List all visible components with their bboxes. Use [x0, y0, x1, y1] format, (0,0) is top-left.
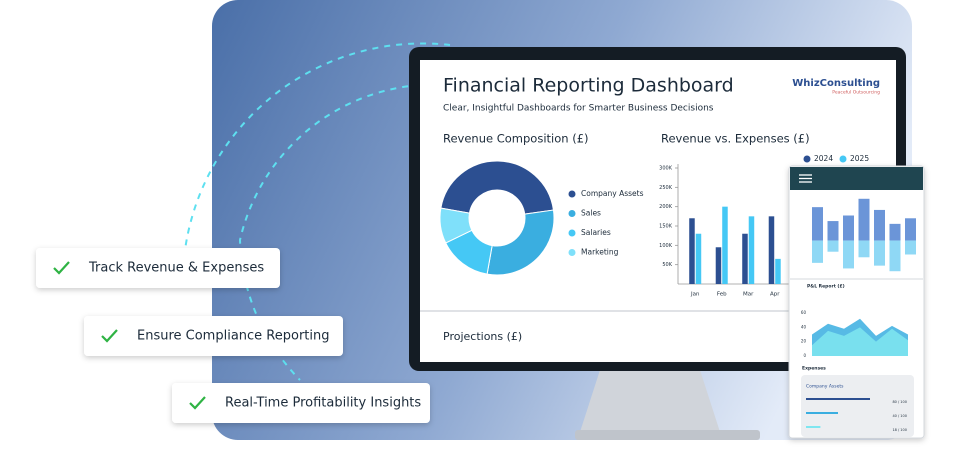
bar [748, 216, 755, 284]
x-tick-label: Apr [770, 292, 780, 298]
legend-swatch [839, 155, 847, 163]
y-tick-label: 60 [801, 310, 807, 315]
progress-bar [806, 412, 838, 414]
card-heading: Expenses [802, 366, 826, 372]
progress-label: 80 / 100 [892, 400, 907, 404]
bar [722, 206, 728, 284]
bar [768, 216, 775, 284]
x-tick-label: Mar [743, 292, 754, 298]
check-icon [189, 396, 206, 410]
bar [889, 223, 901, 241]
bar [827, 221, 839, 241]
legend-label: 2025 [850, 154, 869, 163]
logo: WhizConsulting [792, 78, 880, 89]
chart-title: Revenue Composition (£) [443, 132, 589, 146]
y-tick-label: 250K [659, 185, 673, 191]
bar [812, 240, 823, 263]
chart-title: P&L Report (£) [807, 284, 845, 290]
donut-segment [440, 160, 555, 215]
progress-bar [806, 426, 821, 428]
legend-label: Company Assets [581, 189, 644, 198]
bar [812, 207, 823, 241]
expenses-card [801, 375, 914, 437]
bar [874, 209, 885, 241]
phone: P&L Report (£) 0 20 40 60 Expenses Company Ass… [788, 165, 925, 439]
y-tick-label: 100K [659, 243, 673, 249]
legend-swatch [568, 210, 576, 217]
callout-text: Ensure Compliance Reporting [137, 329, 330, 344]
bar [843, 215, 854, 241]
arc [238, 84, 421, 381]
bar [843, 240, 854, 269]
bar [858, 198, 870, 241]
callout-box [172, 383, 430, 423]
x-tick-label: Feb [717, 292, 727, 298]
charts: Revenue Composition (£) Company Assets Sal… [439, 132, 869, 298]
bar [874, 240, 885, 266]
legend-label: Marketing [581, 248, 619, 257]
bar [905, 218, 916, 241]
check-icon [101, 329, 118, 343]
y-tick-label: 50K [662, 262, 672, 268]
legend-swatch [568, 249, 576, 256]
legend-label: Sales [581, 209, 601, 218]
legend-swatch [803, 155, 811, 163]
phone-header [790, 167, 923, 190]
decor-arcs [184, 42, 451, 381]
bar [742, 233, 748, 284]
donut-segment [486, 209, 555, 276]
callout-text: Track Revenue & Expenses [88, 261, 264, 276]
bar [775, 258, 781, 284]
y-tick-label: 20 [801, 339, 807, 344]
area [812, 327, 908, 356]
card-title: Company Assets [806, 384, 844, 390]
bar [695, 233, 702, 284]
y-tick-label: 300K [659, 166, 673, 172]
callout-text: Real-Time Profitability Insights [225, 396, 421, 411]
monitor-base [575, 430, 760, 440]
logo-tagline: Peaceful Outsourcing [832, 90, 880, 96]
donut-segment [439, 207, 473, 244]
y-tick-label: 40 [801, 324, 807, 329]
progress-label: 18 / 100 [892, 428, 907, 432]
projections-label: Projections (£) [443, 330, 522, 343]
y-tick-label: 0 [803, 353, 806, 358]
dashboard-title: Financial Reporting Dashboard [443, 75, 734, 97]
arc [184, 42, 451, 251]
check-icon [53, 261, 70, 275]
progress-bar [806, 398, 870, 400]
y-tick-label: 200K [659, 204, 673, 210]
y-tick-label: 150K [659, 224, 673, 230]
dashboard-subtitle: Clear, Insightful Dashboards for Smarter… [443, 104, 714, 114]
callout-box [84, 316, 343, 356]
x-tick-label: Jan [690, 292, 700, 298]
bar [858, 240, 870, 258]
bar [689, 218, 695, 284]
legend-label: Salaries [581, 228, 611, 237]
legend-swatch [568, 229, 576, 237]
menu-icon [799, 174, 812, 183]
callout-box [36, 248, 280, 288]
bar [889, 240, 901, 272]
callouts: Track Revenue & Expenses Ensure Complianc… [36, 248, 430, 423]
legend-swatch [568, 190, 576, 198]
bar [827, 240, 839, 252]
bar [715, 247, 722, 284]
phone-charts: P&L Report (£) 0 20 40 60 Expenses Company Ass… [801, 198, 916, 432]
legend-label: 2024 [814, 154, 833, 163]
chart-title: Revenue vs. Expenses (£) [661, 132, 810, 146]
bar [905, 240, 916, 255]
progress-label: 40 / 100 [892, 414, 907, 418]
monitor-stand [580, 370, 720, 432]
